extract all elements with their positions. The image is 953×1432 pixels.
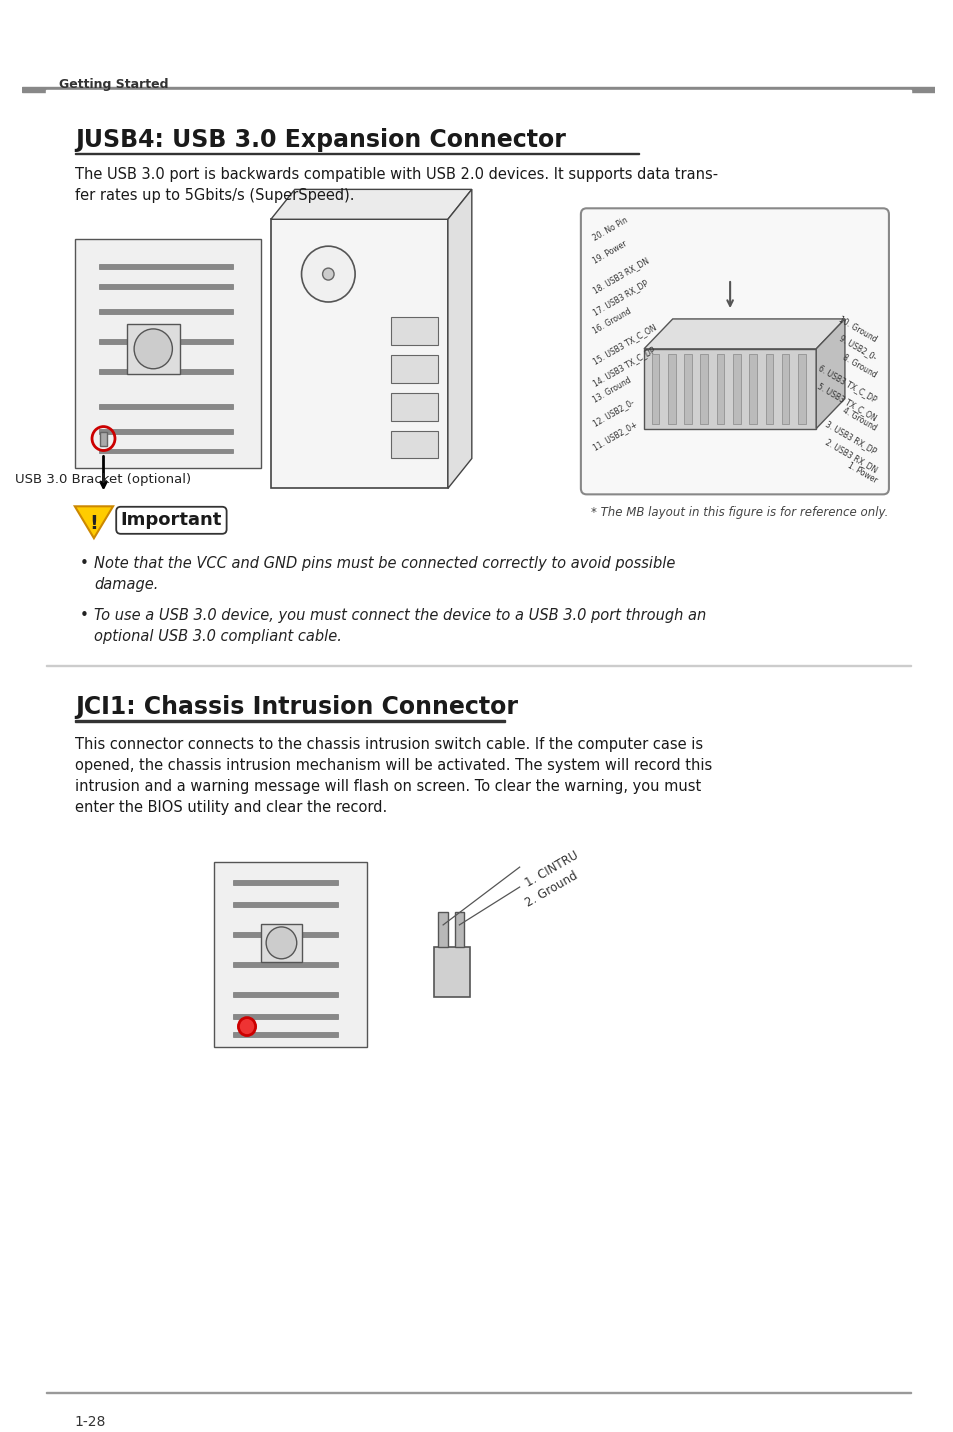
Bar bbox=[455, 912, 464, 947]
Circle shape bbox=[322, 268, 334, 281]
Text: 1-28: 1-28 bbox=[74, 1415, 106, 1429]
Text: 19. Power: 19. Power bbox=[591, 239, 628, 265]
Polygon shape bbox=[448, 189, 472, 488]
Bar bbox=[233, 932, 337, 937]
Bar bbox=[271, 219, 448, 488]
Bar bbox=[99, 431, 108, 445]
Bar bbox=[74, 153, 639, 155]
Bar bbox=[651, 354, 659, 424]
Text: Getting Started: Getting Started bbox=[58, 77, 168, 90]
Text: Important: Important bbox=[121, 511, 222, 530]
Text: 11. USB2_0+: 11. USB2_0+ bbox=[591, 420, 639, 453]
Text: 10. Ground: 10. Ground bbox=[836, 315, 878, 345]
Bar bbox=[667, 354, 675, 424]
Polygon shape bbox=[643, 349, 816, 428]
Bar bbox=[22, 87, 934, 92]
Bar bbox=[798, 354, 805, 424]
Text: 6. USB3 TX_C_DP: 6. USB3 TX_C_DP bbox=[816, 364, 878, 404]
Text: The USB 3.0 port is backwards compatible with USB 2.0 devices. It supports data : The USB 3.0 port is backwards compatible… bbox=[74, 168, 718, 203]
Bar bbox=[98, 284, 233, 289]
Text: !: ! bbox=[90, 514, 98, 533]
Text: 14. USB3 TX_C_DP: 14. USB3 TX_C_DP bbox=[591, 345, 657, 388]
Text: 4. Ground: 4. Ground bbox=[841, 407, 878, 432]
Text: 12. USB2_0-: 12. USB2_0- bbox=[591, 397, 635, 428]
Text: Note that the VCC and GND pins must be connected correctly to avoid possible
dam: Note that the VCC and GND pins must be c… bbox=[93, 556, 675, 593]
Bar bbox=[233, 1031, 337, 1037]
Bar bbox=[233, 902, 337, 906]
Text: JCI1: Chassis Intrusion Connector: JCI1: Chassis Intrusion Connector bbox=[74, 695, 517, 719]
Text: 17. USB3 RX_DP: 17. USB3 RX_DP bbox=[591, 279, 649, 318]
Text: 8. Ground: 8. Ground bbox=[841, 352, 878, 379]
Text: 2. USB3 RX_DN: 2. USB3 RX_DN bbox=[822, 437, 878, 474]
Bar bbox=[390, 316, 437, 345]
Bar bbox=[433, 947, 470, 997]
Text: 20. No Pin: 20. No Pin bbox=[591, 216, 629, 243]
Bar bbox=[233, 881, 337, 885]
Text: 18. USB3 RX_DN: 18. USB3 RX_DN bbox=[591, 255, 650, 295]
Text: This connector connects to the chassis intrusion switch cable. If the computer c: This connector connects to the chassis i… bbox=[74, 736, 711, 815]
Circle shape bbox=[266, 927, 296, 959]
Text: To use a USB 3.0 device, you must connect the device to a USB 3.0 port through a: To use a USB 3.0 device, you must connec… bbox=[93, 609, 705, 644]
Text: 5. USB3 TX_C_ON: 5. USB3 TX_C_ON bbox=[815, 381, 878, 422]
Bar bbox=[732, 354, 740, 424]
Polygon shape bbox=[816, 319, 844, 428]
Bar bbox=[213, 862, 366, 1047]
Bar bbox=[233, 962, 337, 967]
Bar bbox=[98, 404, 233, 408]
Text: 1. Power: 1. Power bbox=[844, 461, 878, 485]
Circle shape bbox=[238, 1018, 255, 1035]
Bar bbox=[98, 448, 233, 454]
Bar bbox=[98, 339, 233, 344]
Polygon shape bbox=[643, 319, 844, 349]
Polygon shape bbox=[271, 189, 472, 219]
Bar bbox=[390, 355, 437, 382]
Text: 1. CINTRU: 1. CINTRU bbox=[522, 849, 579, 889]
Circle shape bbox=[301, 246, 355, 302]
Bar bbox=[437, 912, 448, 947]
Bar bbox=[716, 354, 723, 424]
Text: 2. Ground: 2. Ground bbox=[522, 869, 579, 909]
Bar bbox=[98, 428, 233, 434]
Bar bbox=[98, 369, 233, 374]
Polygon shape bbox=[74, 507, 113, 538]
Bar bbox=[74, 720, 505, 722]
Bar bbox=[748, 354, 756, 424]
Text: 15. USB3 TX_C_ON: 15. USB3 TX_C_ON bbox=[591, 322, 658, 365]
Text: * The MB layout in this figure is for reference only.: * The MB layout in this figure is for re… bbox=[591, 507, 888, 520]
Bar bbox=[700, 354, 707, 424]
Bar bbox=[764, 354, 772, 424]
Text: 3. USB3 RX_DP: 3. USB3 RX_DP bbox=[823, 420, 878, 455]
Text: 13. Ground: 13. Ground bbox=[591, 375, 632, 404]
Bar bbox=[128, 324, 180, 374]
Bar bbox=[390, 392, 437, 421]
FancyBboxPatch shape bbox=[580, 208, 888, 494]
Bar bbox=[98, 263, 233, 269]
Bar bbox=[683, 354, 691, 424]
Text: USB 3.0 Bracket (optional): USB 3.0 Bracket (optional) bbox=[15, 474, 192, 487]
Text: 9. USB2_0-: 9. USB2_0- bbox=[838, 334, 878, 362]
Bar bbox=[233, 992, 337, 997]
Text: •: • bbox=[79, 556, 89, 571]
Bar bbox=[233, 1014, 337, 1018]
Bar bbox=[98, 309, 233, 314]
Bar bbox=[74, 239, 261, 468]
Bar bbox=[781, 354, 789, 424]
Circle shape bbox=[134, 329, 172, 369]
Bar bbox=[390, 431, 437, 458]
Text: JUSB4: USB 3.0 Expansion Connector: JUSB4: USB 3.0 Expansion Connector bbox=[74, 127, 565, 152]
Bar bbox=[261, 924, 301, 962]
Text: 16. Ground: 16. Ground bbox=[591, 306, 632, 335]
Text: •: • bbox=[79, 609, 89, 623]
